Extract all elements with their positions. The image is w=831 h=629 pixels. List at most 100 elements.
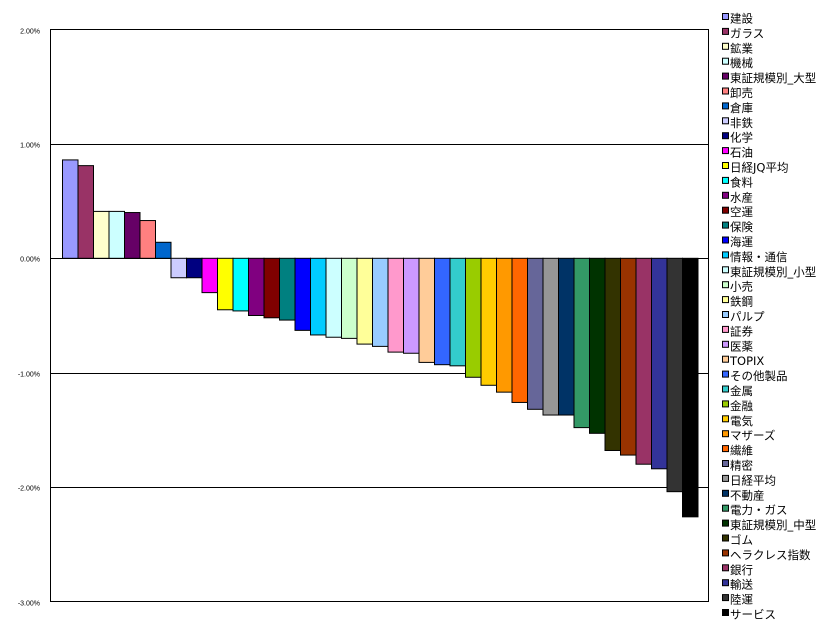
legend-item: 日経JQ平均 xyxy=(722,161,788,175)
legend-swatch xyxy=(722,266,729,274)
legend-label: ガラス xyxy=(730,26,764,40)
legend-item: 建設 xyxy=(722,12,753,26)
legend-label: サービス xyxy=(730,608,776,622)
legend-label: 建設 xyxy=(730,12,753,26)
legend-label: 倉庫 xyxy=(730,101,753,115)
bar-東証規模別_中型 xyxy=(589,257,606,434)
legend-item: TOPIX xyxy=(722,354,764,368)
legend-swatch xyxy=(722,474,729,482)
legend-swatch xyxy=(722,489,729,497)
legend-item: 食料 xyxy=(722,175,753,189)
legend-item: 日経平均 xyxy=(722,473,776,487)
legend-label: 陸運 xyxy=(730,593,753,607)
bar-石油 xyxy=(201,257,218,294)
legend-label: 銀行 xyxy=(730,563,753,577)
legend-label: 保険 xyxy=(730,220,753,234)
legend-swatch xyxy=(722,162,729,169)
legend-item: 小売 xyxy=(722,280,753,294)
legend-item: 空運 xyxy=(722,205,753,219)
legend-swatch xyxy=(722,13,729,20)
legend-label: パルプ xyxy=(730,310,765,324)
legend-item: 海運 xyxy=(722,235,753,249)
bar-空運 xyxy=(263,257,280,319)
legend-swatch xyxy=(722,460,729,467)
legend-label: 証券 xyxy=(730,324,753,338)
legend-swatch xyxy=(722,534,729,542)
legend-item: 陸運 xyxy=(722,593,753,607)
legend-label: 輸送 xyxy=(730,578,753,592)
bar-電気 xyxy=(480,257,497,386)
legend-swatch xyxy=(722,579,729,587)
bar-倉庫 xyxy=(155,241,172,259)
legend-label: 食料 xyxy=(730,175,753,189)
legend-label: 化学 xyxy=(730,131,753,145)
legend-swatch xyxy=(722,519,729,527)
legend-swatch xyxy=(722,117,729,125)
legend-swatch xyxy=(722,325,729,333)
legend-swatch xyxy=(722,191,729,199)
legend-label: 鉱業 xyxy=(730,41,753,55)
legend-swatch xyxy=(722,251,729,259)
y-axis-ticks: 2.00% 1.00% 0.00% -1.00% -2.00% -3.00% xyxy=(18,29,40,608)
legend-item: 電気 xyxy=(722,414,753,428)
legend-item: 鉱業 xyxy=(722,41,753,55)
legend-item: 化学 xyxy=(722,131,753,145)
legend-label: 非鉄 xyxy=(730,116,753,130)
legend-label: 金融 xyxy=(730,399,753,413)
legend-item: 精密 xyxy=(722,459,753,473)
legend-item: 繊維 xyxy=(722,444,753,458)
bar-鉱業 xyxy=(93,210,110,259)
legend-item: 機械 xyxy=(722,56,753,70)
legend-swatch xyxy=(722,564,729,572)
bar-不動産 xyxy=(558,257,575,416)
legend-swatch xyxy=(722,236,729,244)
legend-label: 日経JQ平均 xyxy=(730,161,788,175)
bar-化学 xyxy=(186,257,203,279)
legend-swatch xyxy=(722,370,729,378)
legend-label: 小売 xyxy=(730,280,753,294)
legend-swatch xyxy=(722,415,729,423)
bar-東証規模別_大型 xyxy=(124,212,141,259)
bars xyxy=(62,159,699,518)
bar-繊維 xyxy=(511,257,528,403)
bar-建設 xyxy=(62,159,79,259)
legend-swatch xyxy=(722,27,729,35)
bar-ヘラクレス指数 xyxy=(620,257,637,456)
bar-鉄鋼 xyxy=(356,257,373,345)
bar-日経JQ平均 xyxy=(217,257,234,311)
legend-item: ゴム xyxy=(722,533,753,547)
y-tick-label: 0.00% xyxy=(20,257,40,264)
y-tick-label: 2.00% xyxy=(20,29,40,36)
legend-label: その他製品 xyxy=(730,369,788,383)
bar-ゴム xyxy=(604,257,621,451)
legend-swatch xyxy=(722,549,729,557)
legend-swatch xyxy=(722,72,729,80)
legend-swatch xyxy=(722,206,729,214)
bar-マザーズ xyxy=(496,257,513,393)
bar-医薬 xyxy=(403,257,420,354)
legend-swatch xyxy=(722,102,729,110)
bar-保険 xyxy=(279,257,296,321)
bar-その他製品 xyxy=(434,257,451,366)
legend-swatch xyxy=(722,609,729,616)
legend-label: 機械 xyxy=(730,56,753,70)
legend-item: ヘラクレス指数 xyxy=(722,548,811,562)
legend-item: 卸売 xyxy=(722,86,753,100)
legend-label: 東証規模別_中型 xyxy=(730,518,816,532)
legend-item: ガラス xyxy=(722,26,764,40)
legend-item: 不動産 xyxy=(722,488,765,502)
bar-輸送 xyxy=(651,257,668,470)
legend: 建設ガラス鉱業機械東証規模別_大型卸売倉庫非鉄化学石油日経JQ平均食料水産空運保… xyxy=(722,12,816,622)
legend-label: 電気 xyxy=(730,414,753,428)
legend-item: 倉庫 xyxy=(722,101,753,115)
bar-証券 xyxy=(387,257,404,353)
legend-item: 水産 xyxy=(722,190,753,204)
legend-item: その他製品 xyxy=(722,369,788,383)
legend-label: 不動産 xyxy=(730,488,765,502)
legend-label: 繊維 xyxy=(730,444,753,458)
legend-label: マザーズ xyxy=(730,429,775,443)
legend-label: 精密 xyxy=(730,459,753,473)
bar-TOPIX xyxy=(418,257,435,363)
bar-金属 xyxy=(449,257,466,367)
legend-item: 医薬 xyxy=(722,339,753,353)
